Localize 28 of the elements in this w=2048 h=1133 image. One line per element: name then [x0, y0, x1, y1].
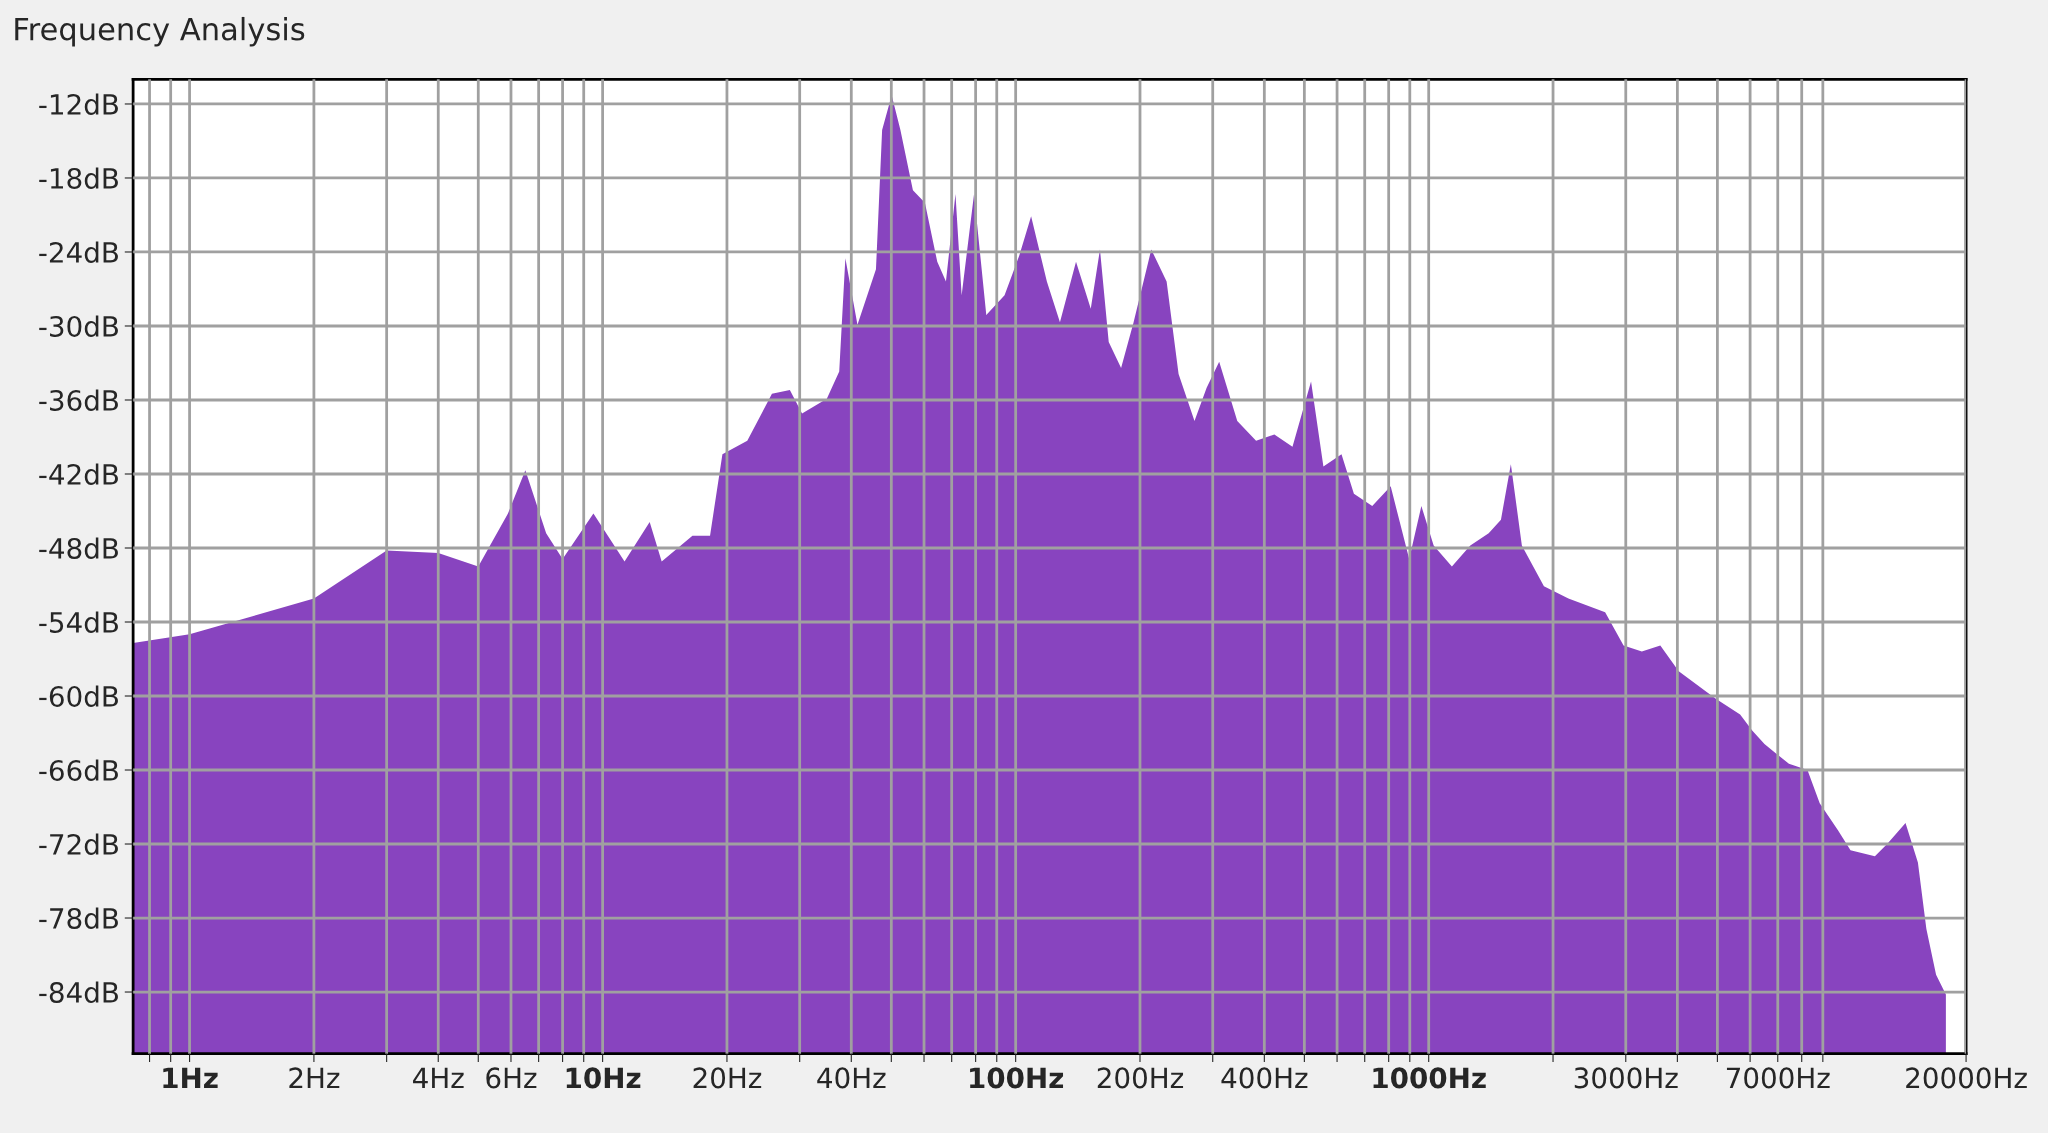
y-tick-label: -84dB	[39, 981, 118, 1003]
y-tick-label: -18dB	[39, 167, 118, 189]
x-tick-label: 1Hz	[163, 1067, 218, 1088]
y-tick-label: -42dB	[39, 463, 118, 485]
y-tick-label: -66dB	[39, 759, 118, 781]
x-tick-label: 1000Hz	[1373, 1067, 1486, 1089]
x-tick-label: 4Hz	[413, 1067, 464, 1088]
x-tick-label: 7000Hz	[1726, 1067, 1830, 1089]
x-tick-label: 3000Hz	[1574, 1067, 1678, 1089]
y-tick-label: -78dB	[39, 907, 118, 929]
x-tick-label: 100Hz	[970, 1067, 1064, 1089]
x-tick-label: 200Hz	[1097, 1067, 1184, 1089]
y-tick-label: -72dB	[39, 833, 118, 855]
y-tick-label: -36dB	[39, 389, 118, 411]
x-tick-label: 2Hz	[289, 1067, 340, 1088]
chart-title: Frequency Analysis	[15, 16, 305, 47]
x-tick-label: 6Hz	[486, 1067, 537, 1089]
y-tick-label: -24dB	[39, 241, 118, 263]
x-tick-label: 40Hz	[817, 1067, 886, 1089]
y-tick-label: -30dB	[39, 315, 118, 337]
x-tick-label: 400Hz	[1221, 1067, 1308, 1089]
x-tick-label: 20Hz	[693, 1067, 762, 1089]
x-tick-label: 10Hz	[566, 1067, 641, 1089]
y-tick-label: -12dB	[39, 93, 118, 115]
y-tick-label: -60dB	[39, 685, 118, 707]
x-tick-label: 20000Hz	[1906, 1067, 2027, 1089]
y-tick-label: -54dB	[39, 611, 118, 633]
y-tick-label: -48dB	[39, 537, 118, 559]
